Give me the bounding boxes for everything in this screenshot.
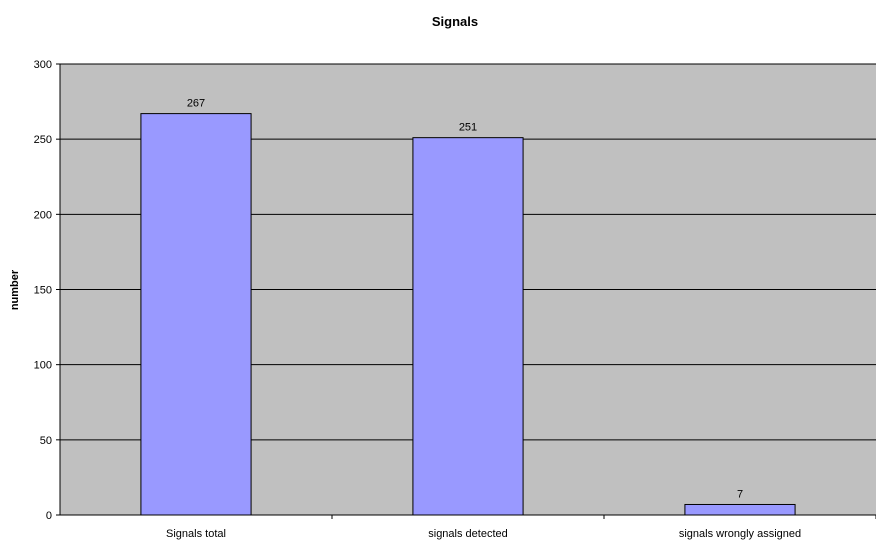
y-ticks: 0 50 100 150 200 250 300 xyxy=(34,59,60,522)
bar xyxy=(684,503,796,516)
bar-data-label: 7 xyxy=(737,488,743,500)
chart-title: Signals xyxy=(432,14,478,29)
x-tick-label: signals detected xyxy=(428,528,508,540)
bar xyxy=(140,113,252,516)
x-ticks: Signals total signals detected signals wro… xyxy=(166,515,876,540)
y-tick-label: 250 xyxy=(34,134,52,146)
x-tick-label: Signals total xyxy=(166,528,226,540)
y-tick-label: 200 xyxy=(34,209,52,221)
bar-data-label: 267 xyxy=(187,98,205,110)
bar-data-label: 251 xyxy=(459,122,477,134)
bar xyxy=(412,137,524,516)
y-tick-label: 100 xyxy=(34,360,52,372)
y-axis-title: number xyxy=(9,269,21,310)
y-tick-label: 0 xyxy=(46,510,52,522)
x-tick-label: signals wrongly assigned xyxy=(679,528,801,540)
bars xyxy=(140,113,796,516)
y-tick-label: 50 xyxy=(40,435,52,447)
data-labels: 267 251 7 xyxy=(187,98,743,501)
y-tick-label: 150 xyxy=(34,285,52,297)
y-tick-label: 300 xyxy=(34,59,52,71)
